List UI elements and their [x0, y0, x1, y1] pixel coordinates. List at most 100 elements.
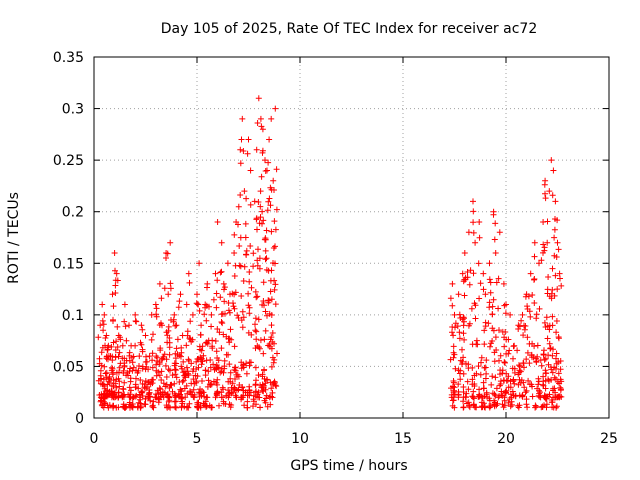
data-point — [178, 363, 185, 370]
data-point — [544, 335, 551, 342]
data-point — [152, 301, 159, 308]
data-point — [540, 241, 547, 248]
data-point — [160, 380, 167, 387]
data-point — [549, 322, 556, 329]
data-point — [492, 250, 499, 256]
data-point — [217, 369, 224, 376]
data-point — [490, 211, 497, 218]
data-point — [172, 371, 179, 378]
data-point — [467, 267, 474, 274]
data-point — [492, 220, 499, 227]
data-point — [221, 298, 228, 305]
data-point — [557, 358, 564, 364]
data-point — [487, 289, 494, 296]
data-point — [239, 308, 246, 315]
data-point — [270, 245, 277, 251]
data-point — [268, 296, 275, 303]
data-point — [231, 305, 238, 312]
data-point — [157, 394, 164, 401]
data-point — [141, 401, 148, 408]
data-point — [114, 277, 121, 284]
data-point — [100, 327, 107, 334]
data-point — [478, 399, 485, 406]
data-point — [121, 355, 128, 362]
data-point — [505, 399, 512, 406]
data-point — [257, 214, 264, 221]
data-point — [95, 334, 102, 341]
data-point — [475, 260, 482, 267]
data-points — [95, 95, 565, 411]
data-point — [521, 384, 528, 391]
x-tick-label: 15 — [394, 431, 412, 447]
data-point — [522, 389, 529, 396]
data-point — [171, 360, 178, 367]
data-point — [505, 336, 512, 343]
data-point — [524, 404, 531, 411]
data-point — [243, 247, 250, 254]
data-point — [551, 292, 558, 299]
data-point — [471, 395, 477, 402]
data-point — [455, 381, 462, 388]
data-point — [268, 312, 275, 318]
data-point — [136, 363, 142, 369]
data-point — [229, 290, 236, 297]
data-point — [268, 322, 275, 329]
data-point — [544, 218, 551, 225]
data-point — [190, 393, 197, 400]
data-point — [197, 404, 204, 411]
data-point — [531, 343, 538, 350]
data-point — [209, 345, 216, 352]
data-point — [223, 351, 230, 358]
data-point — [546, 326, 553, 333]
data-point — [268, 363, 275, 370]
data-point — [506, 347, 513, 354]
data-point — [110, 339, 117, 346]
data-point — [240, 314, 247, 321]
data-point — [502, 310, 509, 317]
data-point — [457, 376, 464, 383]
data-point — [495, 305, 502, 312]
data-point — [119, 342, 126, 349]
data-point — [244, 404, 251, 411]
data-point — [522, 293, 529, 300]
data-point — [184, 368, 191, 375]
data-point — [531, 300, 538, 306]
data-point — [449, 302, 456, 309]
data-point — [262, 157, 268, 164]
data-point — [487, 343, 493, 350]
data-point — [497, 378, 504, 385]
data-point — [493, 279, 500, 286]
data-point — [493, 402, 500, 409]
data-point — [236, 243, 243, 249]
data-point — [165, 323, 172, 330]
data-point — [554, 286, 561, 293]
data-point — [244, 398, 251, 405]
data-point — [105, 342, 112, 349]
data-point — [183, 404, 190, 411]
data-point — [230, 300, 236, 307]
data-point — [449, 280, 456, 287]
data-point — [523, 387, 530, 394]
data-point — [449, 402, 456, 409]
data-point — [469, 364, 476, 371]
data-point — [506, 396, 513, 403]
y-tick-label: 0.3 — [62, 102, 84, 118]
data-point — [235, 315, 242, 321]
data-point — [200, 389, 207, 396]
data-point — [106, 379, 113, 386]
data-point — [253, 294, 260, 301]
data-point — [489, 338, 496, 344]
data-point — [163, 374, 170, 380]
data-point — [232, 289, 239, 296]
data-point — [264, 167, 270, 174]
data-point — [137, 394, 144, 401]
data-point — [100, 321, 107, 328]
data-point — [114, 344, 121, 350]
data-point — [231, 273, 238, 279]
data-point — [193, 379, 200, 386]
data-point — [196, 307, 203, 314]
data-point — [240, 362, 246, 369]
x-tick-label: 5 — [193, 431, 202, 447]
data-point — [272, 105, 279, 112]
data-point — [476, 386, 483, 393]
